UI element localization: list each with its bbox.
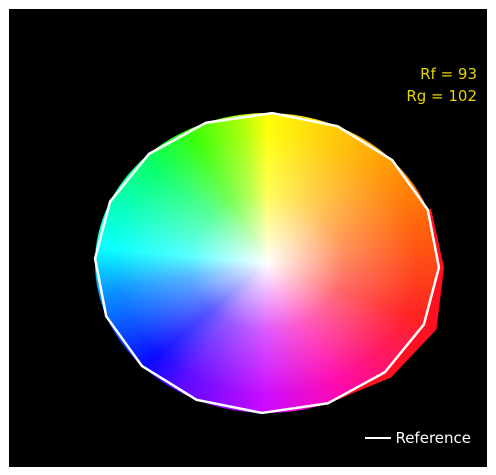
rg-metric-label: Rg = 102 [406, 87, 477, 105]
plot-panel: Rf = 93 Rg = 102 Reference [9, 9, 487, 467]
reference-legend-label: Reference [395, 429, 471, 447]
legend: Reference [365, 429, 471, 447]
overlay-svg [93, 111, 445, 415]
rf-metric-label: Rf = 93 [420, 65, 477, 83]
reference-legend-line [365, 437, 392, 439]
reference-polygon [93, 111, 441, 415]
color-wheel-center-highlight [95, 113, 439, 413]
reference-polygon-group [93, 111, 441, 415]
